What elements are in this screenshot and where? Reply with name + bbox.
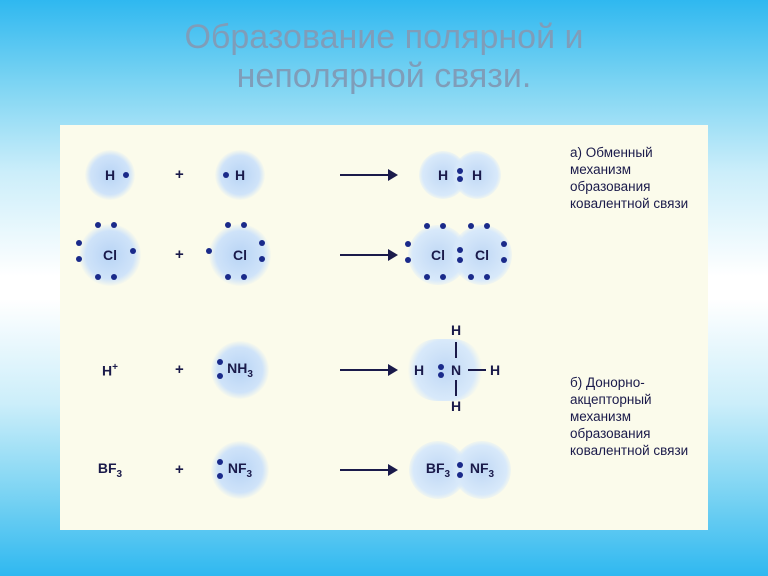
- electron-dot: [217, 459, 223, 465]
- atom-label: H+: [102, 362, 118, 379]
- title-line-2: неполярной связи.: [237, 57, 532, 95]
- diagram-panel: а) Обменный механизм образования ковален…: [60, 125, 708, 530]
- electron-dot: [206, 248, 212, 254]
- electron-dot: [223, 172, 229, 178]
- product: HH: [419, 151, 501, 199]
- electron-dot: [217, 473, 223, 479]
- electron-dot: [457, 472, 463, 478]
- electron-dot: [225, 274, 231, 280]
- reaction-row: BF3 + NF3 BF3 NF3: [60, 430, 708, 510]
- reaction-row: H+HHH: [60, 135, 708, 215]
- electron-dot: [468, 223, 474, 229]
- title-line-1: Образование полярной и: [184, 18, 583, 56]
- electron-dot: [123, 172, 129, 178]
- plus-symbol: +: [175, 166, 184, 183]
- electron-dot: [501, 257, 507, 263]
- atom: Cl: [79, 224, 141, 286]
- electron-dot: [76, 256, 82, 262]
- atom: BF3: [83, 443, 137, 497]
- electron-dot: [217, 359, 223, 365]
- electron-dot: [241, 222, 247, 228]
- electron-dot: [405, 241, 411, 247]
- reactant-1: Cl: [79, 224, 141, 286]
- electron-dot: [76, 240, 82, 246]
- electron-dot: [259, 240, 265, 246]
- plus-symbol: +: [175, 461, 184, 478]
- atom-label: BF3: [426, 460, 450, 480]
- reaction-row: H++NH3NHHHH: [60, 330, 708, 410]
- atom: H: [215, 150, 265, 200]
- arrow-cell: [340, 168, 398, 182]
- reactant-1: H: [85, 150, 135, 200]
- electron-dot: [217, 373, 223, 379]
- atom: Cl: [452, 225, 512, 285]
- reaction-row: Cl + Cl Cl Cl: [60, 215, 708, 295]
- electron-dot: [95, 274, 101, 280]
- product-molecule: HH: [419, 151, 501, 199]
- atom: H+: [85, 345, 135, 395]
- electron-dot: [457, 247, 463, 253]
- electron-dot: [457, 168, 463, 174]
- electron-dot: [424, 223, 430, 229]
- arrow-cell: [340, 463, 398, 477]
- reaction-arrow-icon: [340, 168, 398, 182]
- reactant-1: BF3: [83, 443, 137, 497]
- electron-dot: [241, 274, 247, 280]
- electron-dot: [440, 274, 446, 280]
- electron-dot: [457, 176, 463, 182]
- electron-dot: [457, 257, 463, 263]
- electron-dot: [225, 222, 231, 228]
- reactant-1: H+: [85, 345, 135, 395]
- atom-label: Cl: [233, 247, 247, 263]
- electron-dot: [424, 274, 430, 280]
- atom-label: H: [472, 167, 482, 183]
- electron-dot: [405, 257, 411, 263]
- atom-label: Cl: [431, 247, 445, 263]
- electron-dot: [259, 256, 265, 262]
- atom-label: H: [235, 167, 245, 183]
- product: Cl Cl: [408, 225, 512, 285]
- product-nh4: NHHHH: [400, 310, 530, 430]
- electron-dot: [95, 222, 101, 228]
- atom-label: Cl: [103, 247, 117, 263]
- atom: H: [453, 151, 501, 199]
- arrow-cell: [340, 363, 398, 377]
- product-molecule: Cl Cl: [408, 225, 512, 285]
- atom-label: H: [438, 167, 448, 183]
- electron-dot: [440, 223, 446, 229]
- electron-dot: [111, 274, 117, 280]
- electron-dot: [501, 241, 507, 247]
- reactant-2: NH3: [211, 341, 269, 399]
- atom: H: [85, 150, 135, 200]
- electron-dot: [484, 223, 490, 229]
- product: NHHHH: [400, 310, 530, 430]
- electron-dot: [111, 222, 117, 228]
- plus-symbol: +: [175, 361, 184, 378]
- electron-dot: [468, 274, 474, 280]
- atom: NF3: [453, 441, 511, 499]
- reaction-arrow-icon: [340, 463, 398, 477]
- arrow-cell: [340, 248, 398, 262]
- atom: NF3: [211, 441, 269, 499]
- atom-label: NF3: [470, 460, 494, 480]
- atom-label: NH3: [227, 360, 253, 380]
- atom-label: NF3: [228, 460, 252, 480]
- page-title: Образование полярной и неполярной связи.: [0, 0, 768, 96]
- reaction-arrow-icon: [340, 363, 398, 377]
- plus-symbol: +: [175, 246, 184, 263]
- atom-label: H: [105, 167, 115, 183]
- electron-dot: [457, 462, 463, 468]
- product: BF3 NF3: [409, 441, 511, 499]
- electron-dot: [130, 248, 136, 254]
- electron-dot: [484, 274, 490, 280]
- reactant-2: H: [215, 150, 265, 200]
- atom: Cl: [209, 224, 271, 286]
- atom-label: BF3: [98, 460, 122, 480]
- reactant-2: Cl: [209, 224, 271, 286]
- reaction-arrow-icon: [340, 248, 398, 262]
- atom: NH3: [211, 341, 269, 399]
- atom-label: Cl: [475, 247, 489, 263]
- reactant-2: NF3: [211, 441, 269, 499]
- product-molecule: BF3 NF3: [409, 441, 511, 499]
